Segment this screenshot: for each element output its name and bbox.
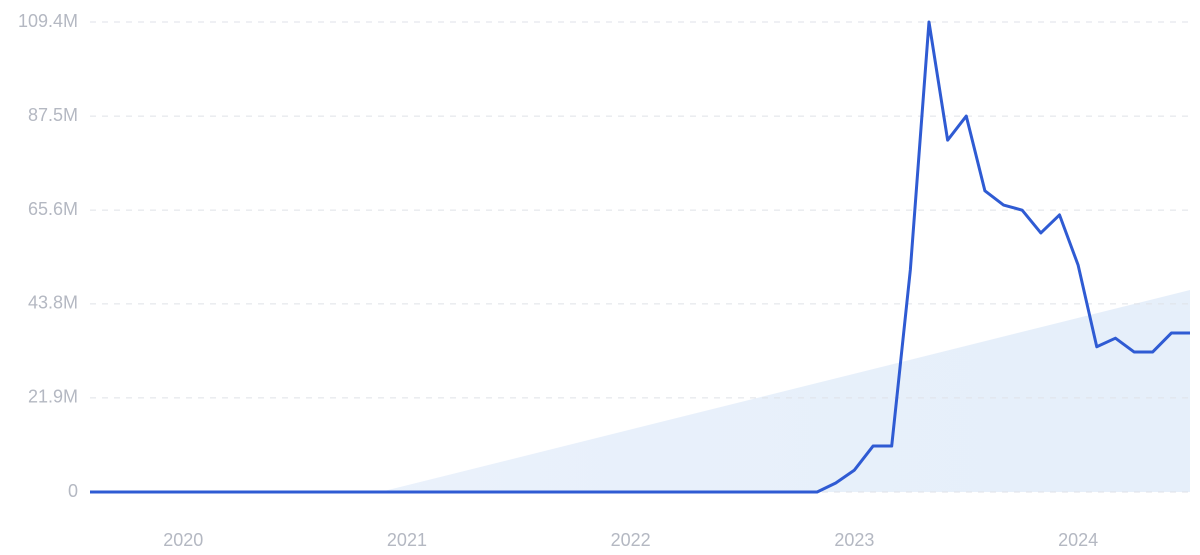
trend-area <box>380 290 1190 492</box>
x-tick-label: 2022 <box>611 530 651 550</box>
y-tick-label: 0 <box>68 481 78 501</box>
x-tick-label: 2020 <box>163 530 203 550</box>
line <box>90 20 1190 494</box>
y-tick-label: 21.9M <box>28 387 78 407</box>
y-tick-label: 65.6M <box>28 199 78 219</box>
y-tick-label: 43.8M <box>28 293 78 313</box>
y-tick-label: 109.4M <box>18 11 78 31</box>
x-tick-label: 2021 <box>387 530 427 550</box>
y-tick-label: 87.5M <box>28 105 78 125</box>
x-tick-label: 2024 <box>1058 530 1098 550</box>
x-tick-label: 2023 <box>834 530 874 550</box>
